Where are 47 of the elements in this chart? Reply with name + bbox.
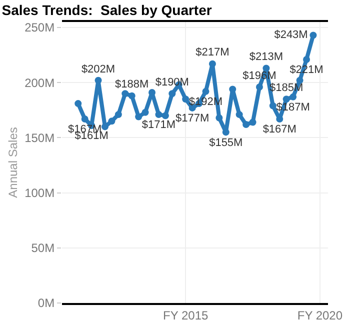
x-tick-label: FY 2015 (163, 308, 208, 322)
data-label: $213M (249, 51, 284, 64)
point (155, 111, 162, 118)
point (216, 114, 223, 122)
point (142, 108, 149, 116)
point (303, 56, 310, 63)
point (202, 88, 210, 95)
y-tick-label: 100M (24, 186, 55, 200)
point (182, 96, 190, 103)
chart-title: Sales Trends: Sales by Quarter (2, 2, 212, 18)
point (168, 90, 176, 98)
data-label: $188M (115, 78, 149, 91)
x-tick-label: FY 2020 (297, 308, 343, 322)
y-tick-label: 0M (38, 296, 55, 310)
point (256, 84, 263, 91)
point (310, 32, 317, 39)
point (128, 92, 136, 100)
point (135, 113, 142, 120)
data-label: $171M (142, 119, 176, 132)
data-label: $190M (155, 76, 189, 89)
y-axis-title: Annual Sales (6, 127, 20, 198)
data-label: $217M (196, 46, 230, 59)
y-tick-label: 250M (24, 20, 55, 35)
y-tick-label: 150M (24, 130, 55, 145)
y-tick-label: 50M (31, 241, 55, 256)
point (236, 111, 243, 118)
point (242, 120, 250, 128)
point (122, 90, 129, 98)
point (74, 100, 82, 108)
data-label: $202M (81, 63, 116, 76)
point (269, 102, 276, 110)
point (249, 118, 256, 126)
data-label: $155M (209, 136, 243, 149)
y-tick-label: 200M (24, 76, 55, 90)
data-label: $167M (262, 124, 296, 136)
point (81, 115, 88, 122)
point (222, 128, 230, 136)
point (290, 93, 297, 100)
point (108, 118, 116, 125)
point (114, 111, 122, 118)
point (229, 86, 236, 93)
point (101, 123, 108, 130)
point (162, 112, 169, 120)
data-label: $177M (175, 112, 210, 125)
data-label: $243M (274, 28, 308, 41)
point (94, 76, 102, 84)
point (208, 60, 216, 68)
